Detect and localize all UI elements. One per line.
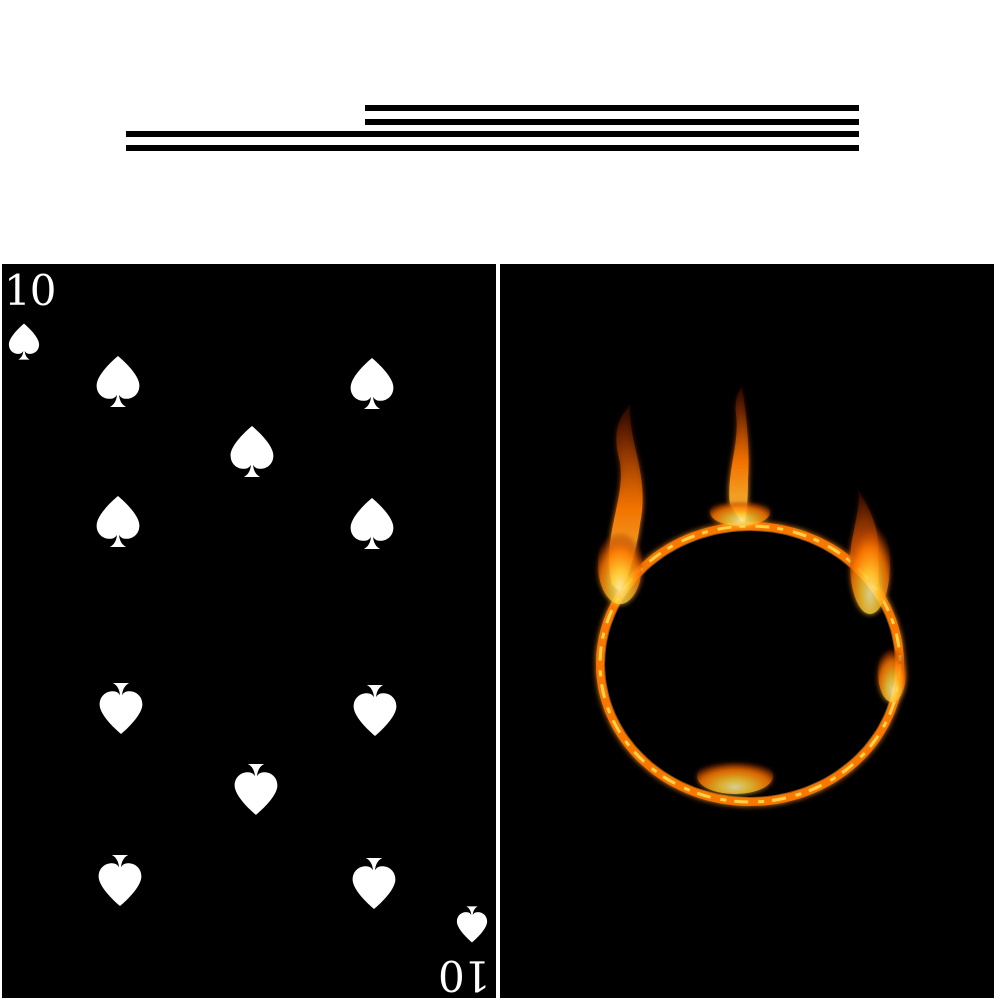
spade-icon (226, 424, 278, 480)
spade-icon (6, 322, 42, 362)
spade-icon (92, 354, 144, 410)
ring-of-fire-icon (596, 386, 906, 806)
spade-icon (346, 356, 398, 412)
spade-icon (346, 496, 398, 552)
card-rank-bottom: 10 (438, 951, 490, 1000)
header-bar-top-2 (365, 119, 859, 125)
spade-icon (349, 682, 401, 738)
playing-card-ten-of-spades[interactable]: 10 10 (2, 264, 496, 1000)
ring-of-fire-panel (500, 264, 994, 998)
spade-icon (94, 852, 146, 908)
spade-icon (95, 680, 147, 736)
spade-icon (454, 904, 490, 944)
spade-icon (92, 494, 144, 550)
header-bar-low-1 (126, 131, 859, 137)
card-rank-top: 10 (4, 266, 56, 315)
header-bar-low-2 (126, 145, 859, 151)
spade-icon (348, 855, 400, 911)
spade-icon (230, 761, 282, 817)
header-bar-top-1 (365, 105, 859, 111)
